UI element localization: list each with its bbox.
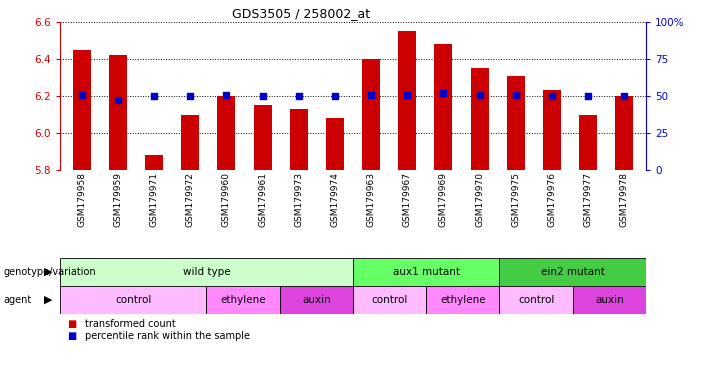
Text: GDS3505 / 258002_at: GDS3505 / 258002_at (232, 8, 371, 20)
Bar (615, 96, 633, 170)
Point (257, 93, 268, 99)
Point (149, 93, 160, 99)
Text: ethylene: ethylene (220, 295, 266, 305)
Bar (426, 286, 500, 314)
Text: GSM179971: GSM179971 (149, 172, 158, 227)
Bar (217, 96, 236, 170)
Text: ■: ■ (67, 319, 76, 329)
Point (293, 93, 304, 99)
Text: GSM179970: GSM179970 (475, 172, 484, 227)
Bar (470, 68, 489, 170)
Text: ein2 mutant: ein2 mutant (540, 267, 605, 277)
Text: control: control (372, 295, 408, 305)
Point (76, 91, 88, 98)
Point (329, 93, 341, 99)
Text: GSM179969: GSM179969 (439, 172, 448, 227)
Bar (145, 155, 163, 170)
Text: ethylene: ethylene (440, 295, 486, 305)
Bar (280, 286, 353, 314)
Point (510, 91, 522, 98)
Text: auxin: auxin (302, 295, 331, 305)
Text: GSM179972: GSM179972 (186, 172, 195, 227)
Bar (507, 76, 525, 170)
Text: percentile rank within the sample: percentile rank within the sample (85, 331, 250, 341)
Text: auxin: auxin (595, 295, 624, 305)
Text: GSM179967: GSM179967 (403, 172, 411, 227)
Text: agent: agent (4, 295, 32, 305)
Point (438, 90, 449, 96)
Point (474, 91, 485, 98)
Text: GSM179974: GSM179974 (330, 172, 339, 227)
Text: transformed count: transformed count (85, 319, 175, 329)
Bar (398, 31, 416, 170)
Text: control: control (115, 295, 151, 305)
Bar (290, 109, 308, 170)
Point (112, 98, 123, 104)
Point (619, 93, 630, 99)
Text: GSM179958: GSM179958 (77, 172, 86, 227)
Text: GSM179963: GSM179963 (367, 172, 376, 227)
Text: aux1 mutant: aux1 mutant (393, 267, 460, 277)
Text: GSM179976: GSM179976 (547, 172, 557, 227)
Point (402, 91, 413, 98)
Text: wild type: wild type (183, 267, 231, 277)
Bar (207, 286, 280, 314)
Bar (500, 258, 646, 286)
Bar (254, 105, 271, 170)
Text: GSM179978: GSM179978 (620, 172, 629, 227)
Text: ▶: ▶ (43, 267, 52, 277)
Point (583, 93, 594, 99)
Bar (353, 286, 426, 314)
Bar (109, 55, 127, 170)
Bar (362, 59, 380, 170)
Bar (500, 286, 573, 314)
Text: GSM179973: GSM179973 (294, 172, 304, 227)
Point (546, 93, 557, 99)
Text: GSM179960: GSM179960 (222, 172, 231, 227)
Bar (73, 50, 90, 170)
Point (365, 91, 376, 98)
Bar (573, 286, 646, 314)
Point (184, 93, 196, 99)
Text: GSM179977: GSM179977 (584, 172, 592, 227)
Bar (60, 286, 207, 314)
Bar (579, 114, 597, 170)
Text: GSM179961: GSM179961 (258, 172, 267, 227)
Bar (353, 258, 500, 286)
Bar (60, 258, 353, 286)
Text: GSM179959: GSM179959 (114, 172, 123, 227)
Text: ■: ■ (67, 331, 76, 341)
Bar (435, 44, 452, 170)
Point (221, 91, 232, 98)
Text: control: control (518, 295, 554, 305)
Bar (543, 91, 561, 170)
Bar (326, 118, 344, 170)
Text: ▶: ▶ (43, 295, 52, 305)
Text: genotype/variation: genotype/variation (4, 267, 96, 277)
Bar (181, 114, 199, 170)
Text: GSM179975: GSM179975 (511, 172, 520, 227)
